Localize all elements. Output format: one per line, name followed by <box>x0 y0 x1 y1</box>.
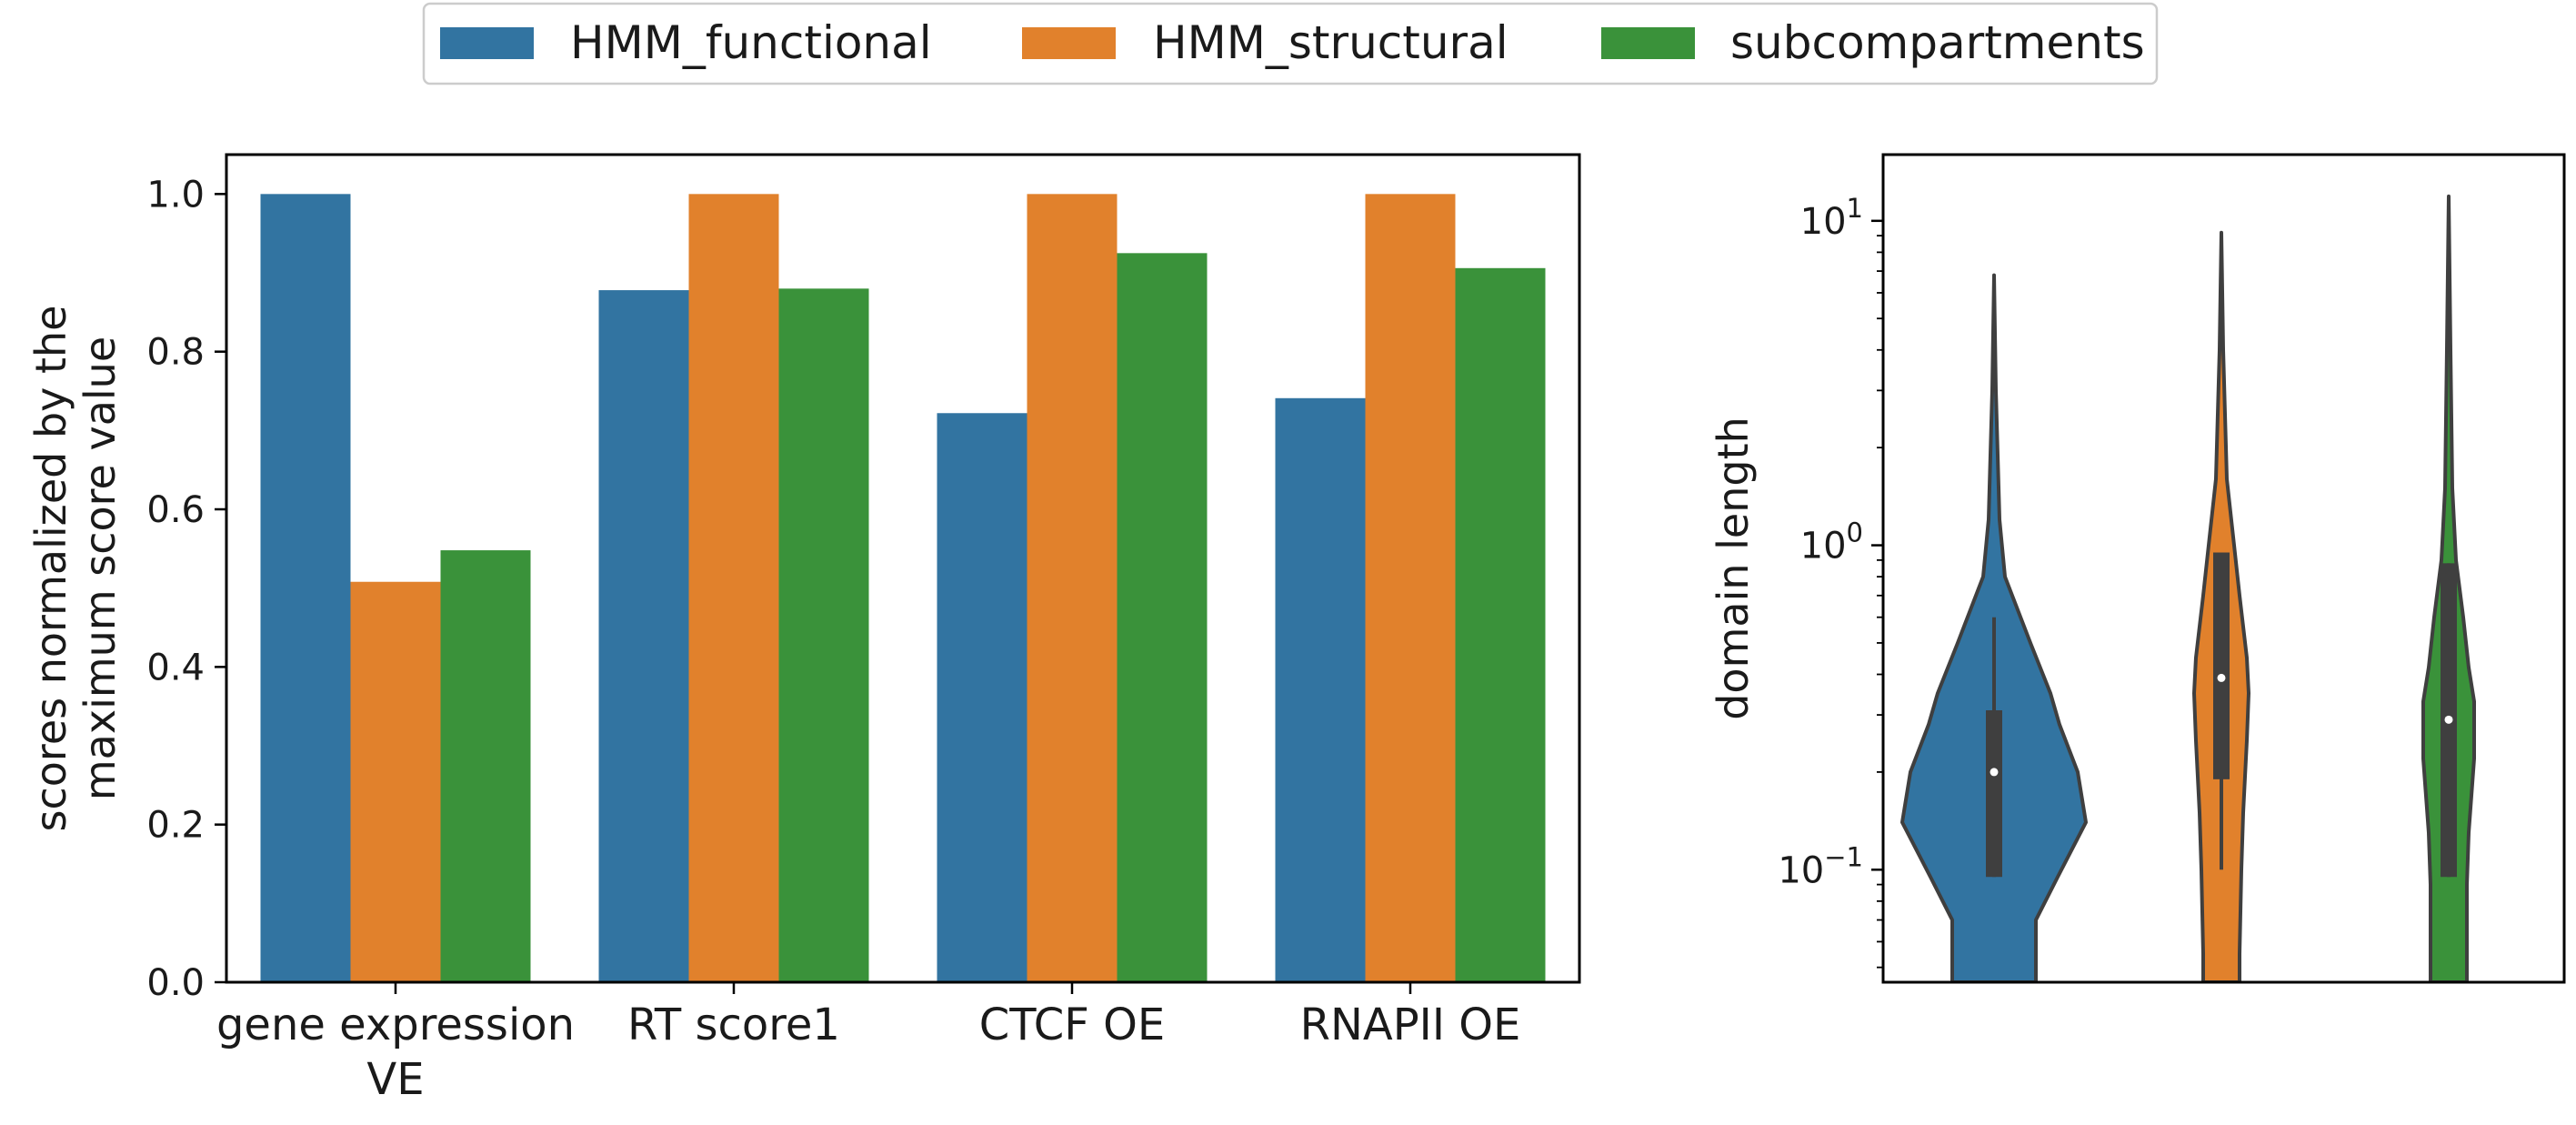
legend-frame <box>422 2 2159 85</box>
tick-exponent: 1 <box>1847 193 1863 224</box>
bar-HMM_functional <box>598 290 689 983</box>
legend-swatch-HMM_functional <box>440 27 534 59</box>
legend-label-subcompartments: subcompartments <box>1730 16 2145 69</box>
violin-iqr-box-HMM_structural <box>2213 552 2230 779</box>
y-axis-title-line: maximum score value <box>75 336 125 800</box>
legend-label-HMM_structural: HMM_structural <box>1153 16 1509 69</box>
x-tick-label-line: RT score1 <box>627 999 840 1050</box>
y-tick-label: 0.4 <box>146 647 205 688</box>
bar-HMM_structural <box>688 194 779 983</box>
y-tick-label: 1.0 <box>146 174 205 216</box>
violin-y-tick-label: 10−1 <box>1778 841 1863 891</box>
tick-base: 10 <box>1800 526 1847 568</box>
bar-HMM_functional <box>937 413 1027 982</box>
violin-y-axis-title: domain length <box>1709 417 1758 720</box>
violin-bottom-mask <box>1883 983 2564 1020</box>
bar-HMM_structural <box>350 581 441 982</box>
tick-base: 10 <box>1800 201 1847 243</box>
bar-plot-frame-top <box>225 153 1581 984</box>
violin-plot-frame <box>1881 153 2566 984</box>
violin-y-tick-label: 101 <box>1800 193 1863 243</box>
y-tick-label: 0.8 <box>146 332 205 374</box>
bar-HMM_functional <box>1275 397 1366 982</box>
legend: HMM_functional HMM_structural subcompartme… <box>422 2 2159 85</box>
violin-median-HMM_structural <box>2217 673 2226 682</box>
bar-subcompartments <box>1455 267 1546 982</box>
y-axis-title: scores normalized by themaximum score va… <box>26 306 125 832</box>
violin-median-subcompartments <box>2444 715 2453 724</box>
tick-exponent: −1 <box>1824 841 1863 872</box>
violin-iqr-box-HMM_functional <box>1986 710 2002 878</box>
y-axis-title-line: scores normalized by the <box>26 306 75 832</box>
legend-swatch-HMM_structural <box>1022 27 1116 59</box>
x-tick-label-line: VE <box>366 1054 424 1105</box>
x-tick-label: gene expression VE <box>216 999 575 1105</box>
x-tick-label: RT score1 <box>627 999 840 1050</box>
bar-subcompartments <box>1117 253 1208 982</box>
violin-y-tick-label: 100 <box>1800 517 1863 568</box>
bar-HMM_structural <box>1027 194 1118 983</box>
bar-subcompartments <box>778 288 869 982</box>
legend-swatch-subcompartments <box>1601 27 1695 59</box>
x-tick-label-line: CTCF OE <box>979 999 1166 1050</box>
y-tick-label: 0.6 <box>146 489 205 531</box>
bar-HMM_structural <box>1365 194 1456 983</box>
bar-HMM_functional <box>260 194 351 983</box>
y-tick-label: 0.0 <box>146 962 205 1004</box>
legend-label-HMM_functional: HMM_functional <box>570 16 932 69</box>
tick-base: 10 <box>1778 849 1824 891</box>
y-tick-label: 0.2 <box>146 805 205 847</box>
x-tick-label-line: gene expression <box>216 999 575 1050</box>
x-tick-label: RNAPII OE <box>1300 999 1521 1050</box>
bar-chart-panel: 0.0 0.2 0.4 0.6 0.8 1.0 scores normalized by t… <box>26 153 1581 1105</box>
tick-exponent: 0 <box>1847 517 1863 548</box>
bar-subcompartments <box>440 550 531 982</box>
violin-median-HMM_functional <box>1990 768 1999 777</box>
x-tick-label-line: RNAPII OE <box>1300 999 1521 1050</box>
x-tick-label: CTCF OE <box>979 999 1166 1050</box>
